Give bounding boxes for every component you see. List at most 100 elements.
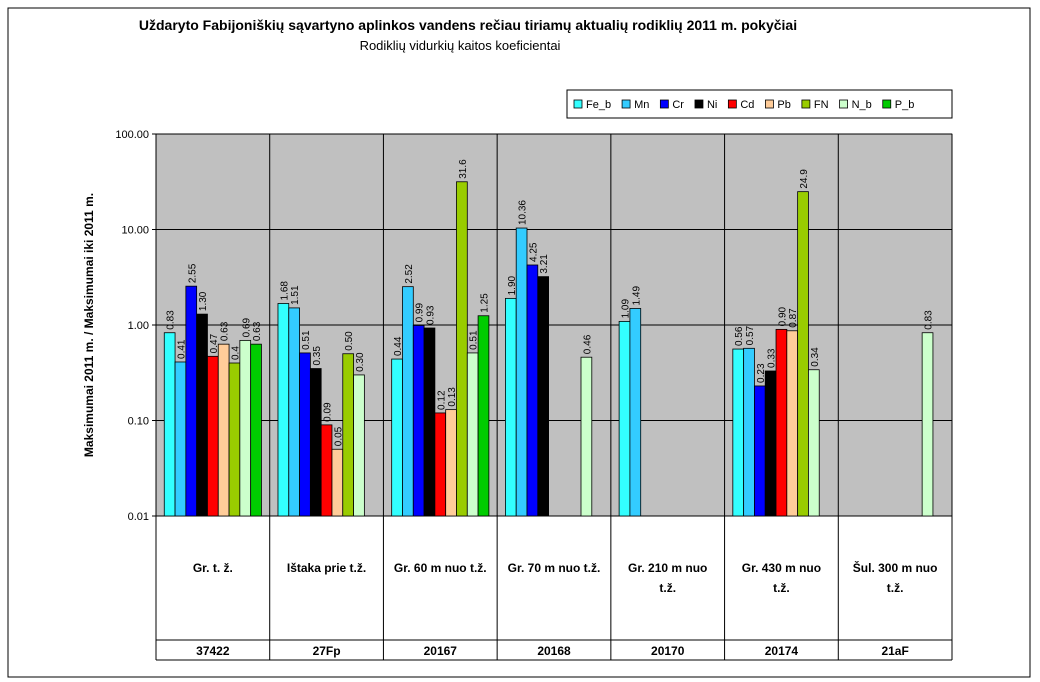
value-label: 1.49 <box>631 286 642 306</box>
y-tick-label: 0.01 <box>128 511 149 523</box>
value-label: 0.87 <box>788 308 799 328</box>
legend-swatch <box>801 99 811 109</box>
legend-label: Pb <box>777 99 790 111</box>
y-tick-label: 100.00 <box>115 129 149 141</box>
bar <box>526 264 539 517</box>
bar <box>423 327 436 517</box>
value-label: 0.56 <box>734 326 745 346</box>
value-label: 0.50 <box>344 331 355 351</box>
category-code: 20168 <box>537 644 571 658</box>
legend-swatch <box>659 99 669 109</box>
legend-swatch <box>882 99 892 109</box>
bar <box>299 352 311 517</box>
value-label: 1.90 <box>507 275 518 295</box>
x-tick-label: Gr. 210 m nuo t.ž. <box>628 561 708 595</box>
legend-label: P_b <box>895 99 915 111</box>
value-label: 0.33 <box>767 348 778 368</box>
bar <box>754 385 766 517</box>
category-code: 20167 <box>424 644 458 658</box>
bar <box>163 332 176 517</box>
x-tick-label: Gr. t. ž. <box>192 561 233 575</box>
legend-swatch <box>727 99 737 109</box>
bar <box>185 285 198 517</box>
bar <box>277 303 290 517</box>
bar <box>808 369 820 517</box>
value-label: 0.41 <box>176 339 187 359</box>
value-label: 31.6 <box>458 159 469 179</box>
bar <box>353 374 365 517</box>
category-code: 27Fp <box>313 644 341 658</box>
value-label: 3.21 <box>539 254 550 274</box>
x-tick-label: Gr. 70 m nuo t.ž. <box>507 561 601 575</box>
bar <box>402 286 414 517</box>
value-label: 0.63 <box>220 321 231 341</box>
legend-label: Cd <box>740 99 754 111</box>
y-tick-label: 0.10 <box>128 416 149 428</box>
bar <box>466 352 479 517</box>
bar <box>217 343 230 517</box>
bar <box>786 330 799 517</box>
legend-swatch <box>694 99 704 109</box>
bar <box>320 424 333 517</box>
bar <box>434 412 447 517</box>
bar <box>250 343 262 517</box>
value-label: 0.93 <box>425 305 436 325</box>
chart-title: Uždaryto Fabijoniškių sąvartyno aplinkos… <box>139 17 797 33</box>
value-label: 0.35 <box>312 346 323 366</box>
value-label: 0.44 <box>393 336 404 356</box>
bar <box>797 191 809 517</box>
value-label: 0.05 <box>333 426 344 446</box>
value-label: 4.25 <box>528 242 539 262</box>
value-label: 0.46 <box>582 334 593 354</box>
bar <box>445 409 457 517</box>
value-label: 1.30 <box>198 291 209 311</box>
value-label: 0.63 <box>252 321 263 341</box>
bar <box>174 361 187 517</box>
value-label: 0.90 <box>777 306 788 326</box>
bar <box>456 181 468 517</box>
bar <box>331 448 344 517</box>
bar <box>477 315 490 517</box>
bar <box>515 227 528 517</box>
value-label: 0.34 <box>810 347 821 367</box>
bar <box>629 308 642 517</box>
bar <box>732 348 745 517</box>
legend-label: Cr <box>672 99 684 111</box>
legend-label: Ni <box>707 99 717 111</box>
legend-swatch <box>765 99 774 109</box>
x-tick-label: Šul. 300 m nuo t.ž. <box>852 561 938 595</box>
value-label: 0.83 <box>166 310 177 330</box>
value-label: 1.68 <box>279 281 290 301</box>
bar <box>207 355 219 517</box>
category-code: 20174 <box>765 644 799 658</box>
value-label: 0.4 <box>230 346 241 360</box>
legend-label: FN <box>814 99 829 111</box>
bar <box>580 356 593 517</box>
bar <box>764 370 777 517</box>
value-label: 0.99 <box>415 303 426 323</box>
value-label: 1.51 <box>290 285 301 305</box>
value-label: 0.57 <box>745 325 756 345</box>
y-tick-label: 1.00 <box>128 320 149 332</box>
bar <box>618 321 631 517</box>
bar <box>342 353 354 517</box>
y-axis-label: Maksimumai 2011 m. / Maksimumai iki 2011… <box>82 193 96 457</box>
value-label: 0.13 <box>447 387 458 407</box>
legend-label: Mn <box>634 99 649 111</box>
bar <box>239 339 252 517</box>
value-label: 0.51 <box>301 330 312 350</box>
legend-swatch <box>839 99 848 109</box>
bar <box>391 358 403 517</box>
x-tick-label: Ištaka prie t.ž. <box>286 561 367 575</box>
value-label: 0.47 <box>209 333 220 353</box>
bar <box>743 347 755 517</box>
value-label: 0.12 <box>436 390 447 410</box>
bar <box>537 276 549 517</box>
value-label: 0.69 <box>241 317 252 337</box>
x-tick-label: Gr. 60 m nuo t.ž. <box>393 561 487 575</box>
value-label: 10.36 <box>518 200 529 225</box>
bar <box>412 325 425 517</box>
bar <box>228 362 241 517</box>
